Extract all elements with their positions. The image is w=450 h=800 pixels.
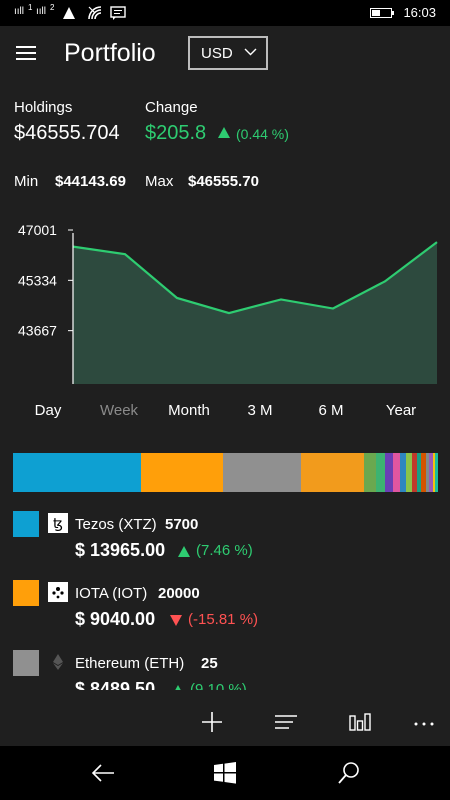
y-tick-label: 43667 — [18, 323, 57, 339]
back-icon[interactable] — [90, 760, 116, 786]
chart-line — [72, 241, 438, 315]
up-arrow-icon — [178, 546, 190, 557]
change-percent: (0.44 %) — [236, 126, 289, 142]
asset-row[interactable]: IOTA (IOT) 20000 $ 9040.00 (-15.81 %) — [0, 580, 450, 650]
asset-quantity: 25 — [201, 655, 218, 672]
sort-icon[interactable] — [272, 708, 300, 736]
allocation-segment — [406, 453, 413, 492]
max-label: Max — [145, 173, 174, 190]
signal-strength-1: ııll — [14, 6, 24, 17]
windows-icon[interactable] — [212, 760, 238, 786]
max-value: $46555.70 — [188, 173, 259, 190]
wifi-icon — [88, 6, 102, 20]
add-icon[interactable] — [198, 708, 226, 736]
chevron-down-icon — [244, 48, 257, 56]
allocation-segment — [429, 453, 433, 492]
allocation-segment — [393, 453, 401, 492]
period-tab-month[interactable]: Month — [168, 402, 210, 419]
system-nav-bar — [0, 746, 450, 800]
allocation-segment — [421, 453, 426, 492]
asset-name: Tezos (XTZ) — [75, 516, 157, 533]
period-selector: Day Week Month 3 M 6 M Year — [0, 402, 450, 424]
bar-chart-icon[interactable] — [346, 708, 374, 736]
allocation-segment — [400, 453, 407, 492]
svg-text:ꜩ: ꜩ — [53, 517, 63, 532]
allocation-segment — [432, 453, 436, 492]
ethereum-icon — [53, 654, 63, 670]
allocation-segment — [13, 453, 141, 492]
app-header: Portfolio USD — [0, 26, 450, 86]
allocation-segment — [375, 453, 385, 492]
allocation-segment — [425, 453, 430, 492]
search-icon[interactable] — [336, 760, 362, 786]
asset-color-swatch — [13, 650, 39, 676]
period-tab-3m[interactable]: 3 M — [247, 402, 273, 419]
allocation-segment — [223, 453, 301, 492]
allocation-segment — [300, 453, 365, 492]
y-tick-label: 47001 — [18, 222, 57, 238]
allocation-bar — [13, 453, 438, 492]
period-tab-week[interactable]: Week — [99, 402, 139, 419]
signal-strength-2: ııll — [36, 6, 46, 17]
portfolio-chart: 47001 45334 43667 — [18, 222, 438, 384]
asset-quantity: 20000 — [158, 585, 200, 602]
message-icon — [110, 6, 126, 20]
change-label: Change — [145, 99, 198, 116]
holdings-label: Holdings — [14, 99, 73, 116]
asset-name: Ethereum (ETH) — [75, 655, 185, 672]
battery-icon — [370, 8, 394, 18]
period-tab-year[interactable]: Year — [385, 402, 417, 419]
allocation-segment — [417, 453, 422, 492]
sim-1-label: 1 — [28, 3, 33, 12]
holdings-value: $46555.704 — [14, 122, 120, 144]
asset-change: (-15.81 %) — [188, 611, 259, 628]
page-title: Portfolio — [64, 39, 156, 67]
asset-color-swatch — [13, 511, 39, 537]
y-tick-label: 45334 — [18, 272, 57, 288]
min-label: Min — [14, 173, 39, 190]
change-value: $205.8 — [145, 122, 207, 144]
chart-area — [73, 242, 437, 384]
asset-change: (7.46 %) — [196, 542, 253, 559]
allocation-segment — [435, 453, 438, 492]
allocation-segment — [364, 453, 376, 492]
up-arrow-icon — [218, 127, 230, 138]
down-arrow-icon — [170, 615, 182, 626]
clock: 16:03 — [403, 5, 436, 20]
asset-quantity: 5700 — [165, 516, 199, 533]
signal-triangle-icon — [63, 7, 75, 19]
sim-2-label: 2 — [50, 3, 55, 12]
app-bar — [0, 698, 450, 746]
allocation-segment — [412, 453, 418, 492]
currency-dropdown[interactable]: USD — [188, 36, 268, 70]
hamburger-menu-icon[interactable] — [16, 46, 36, 60]
status-bar: ııll 1 ııll 2 16:03 — [0, 0, 450, 26]
min-value: $44143.69 — [55, 173, 126, 190]
currency-value: USD — [201, 45, 233, 62]
tezos-icon: ꜩ — [48, 513, 68, 533]
more-icon[interactable] — [410, 708, 438, 736]
asset-row[interactable]: ꜩ Tezos (XTZ) 5700 $ 13965.00 (7.46 %) — [0, 511, 450, 581]
period-tab-day[interactable]: Day — [34, 402, 62, 419]
battery-level — [372, 10, 381, 16]
asset-value: $ 13965.00 — [75, 540, 166, 560]
asset-color-swatch — [13, 580, 39, 606]
allocation-segment — [140, 453, 224, 492]
period-tab-6m[interactable]: 6 M — [318, 402, 344, 419]
iota-icon — [48, 582, 68, 602]
allocation-segment — [384, 453, 394, 492]
asset-name: IOTA (IOT) — [75, 585, 148, 602]
asset-value: $ 9040.00 — [75, 609, 156, 629]
